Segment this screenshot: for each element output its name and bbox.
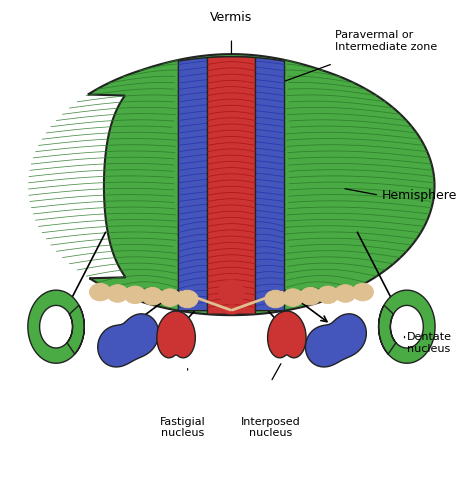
Text: Fastigial
nucleus: Fastigial nucleus [160,417,206,438]
Ellipse shape [124,286,146,304]
Ellipse shape [317,286,338,304]
Polygon shape [305,314,366,367]
Text: Interposed
nucleus: Interposed nucleus [241,417,301,438]
Polygon shape [178,57,284,315]
Ellipse shape [265,290,286,308]
Text: Dentate
nucleus: Dentate nucleus [407,332,452,354]
Polygon shape [268,311,306,358]
Text: Paravermal or
Intermediate zone: Paravermal or Intermediate zone [335,31,438,52]
Polygon shape [88,54,435,315]
Ellipse shape [142,287,163,305]
Polygon shape [98,314,159,367]
Ellipse shape [352,283,374,301]
Text: Vermis: Vermis [210,11,253,24]
Polygon shape [28,290,84,363]
Ellipse shape [219,280,244,304]
Ellipse shape [300,287,321,305]
Ellipse shape [159,289,181,306]
Ellipse shape [283,289,304,306]
Polygon shape [208,57,255,315]
Text: Hemisphere: Hemisphere [382,189,457,202]
Ellipse shape [335,285,356,302]
Ellipse shape [177,290,198,308]
Ellipse shape [107,285,128,302]
Polygon shape [157,311,195,358]
Ellipse shape [90,283,111,301]
Polygon shape [379,290,435,363]
